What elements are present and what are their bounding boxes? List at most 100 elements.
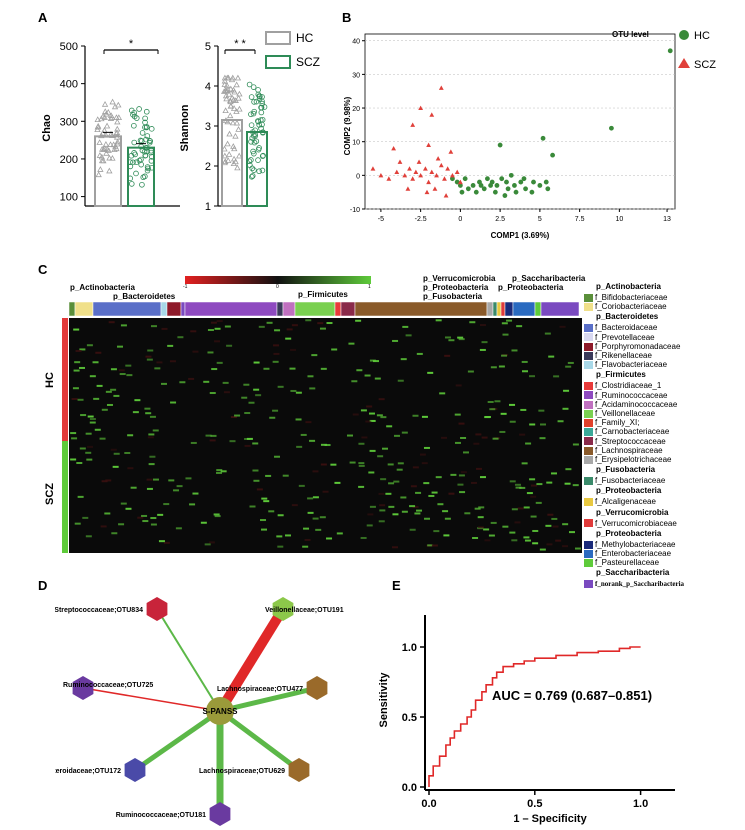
heatmap-cell [369, 449, 376, 452]
heatmap-cell [351, 380, 358, 383]
heatmap-cell [551, 472, 558, 475]
heatmap-cell [71, 437, 78, 440]
chao-point-scz [127, 175, 134, 182]
heatmap-cell [210, 321, 217, 324]
heatmap-cell [312, 517, 319, 520]
heatmap-cell [305, 421, 312, 424]
heatmap-cell [412, 466, 419, 469]
heatmap-cell [374, 377, 381, 380]
legend-family-swatch [584, 333, 593, 342]
phylum-colour-block [160, 301, 168, 317]
heatmap-cell [168, 479, 175, 482]
heatmap-cell [442, 510, 449, 513]
heatmap-cell [89, 375, 96, 378]
heatmap-cell [320, 367, 327, 370]
phylum-label-proteobacteria-2: p_Proteobacteria [498, 283, 564, 292]
phylum-colour-block [68, 301, 76, 317]
group-label-hc: HC [52, 365, 53, 381]
legend-family-item: f_Ruminococcaceae [584, 391, 667, 401]
heatmap-cell [401, 510, 408, 513]
heatmap-cell [494, 400, 501, 403]
heatmap-cell [393, 480, 400, 483]
heatmap-cell [86, 344, 93, 347]
scatter-point-hc [454, 179, 460, 185]
shannon-sig: * * [234, 38, 246, 50]
panel-label-a: A [38, 10, 48, 25]
heatmap-cell [120, 502, 127, 505]
heatmap-cell [441, 436, 448, 439]
legend-family-item: f_Rikenellaceae [584, 351, 652, 361]
legend-family-label: f_Bacteroidaceae [595, 323, 658, 333]
heatmap-cell [211, 368, 218, 371]
shannon-point-scz [248, 157, 254, 163]
shannon-point-hc [234, 164, 241, 171]
heatmap-cell [73, 328, 80, 331]
heatmap-cell [99, 437, 106, 440]
heatmap-cell [241, 396, 248, 399]
heatmap-cell [472, 537, 479, 540]
heatmap-cell [163, 503, 170, 506]
heatmap-cell [400, 358, 407, 361]
shannon-point-scz [251, 150, 257, 157]
heatmap-cell [205, 434, 212, 437]
heatmap-cell [522, 370, 529, 373]
heatmap-cell [320, 443, 327, 446]
scatter-point-hc [518, 179, 524, 185]
heatmap-cell [85, 451, 92, 454]
scatter-ytick-label: 20 [352, 106, 360, 113]
heatmap-cell [520, 408, 527, 411]
scatter-point-hc [465, 186, 471, 192]
heatmap-cell [421, 462, 428, 465]
group-label-scz: SCZ [44, 483, 56, 505]
scatter-point-hc [504, 179, 509, 185]
chao-point-hc [106, 154, 113, 161]
heatmap-cell [307, 375, 314, 378]
heatmap-cell [474, 507, 481, 510]
scatter-point-scz [418, 172, 424, 178]
group-bar-hc [62, 318, 68, 461]
heatmap-cell [249, 505, 256, 508]
heatmap-cell [544, 332, 551, 335]
heatmap-cell [261, 528, 268, 531]
legend-family-swatch [584, 437, 593, 446]
heatmap-cell [515, 486, 522, 489]
panel-label-b: B [342, 10, 352, 25]
heatmap-cell [291, 504, 298, 507]
heatmap-cell [113, 394, 120, 397]
heatmap-cell [274, 455, 281, 458]
chao-point-hc [108, 132, 116, 138]
legend-family-label: f_Acidaminococcaceae [595, 399, 678, 409]
heatmap-cell [169, 360, 176, 363]
heatmap-cell [312, 496, 319, 499]
legend-family-item: f_Acidaminococcaceae [584, 400, 677, 410]
scatter-point-scz [397, 159, 403, 164]
heatmap-cell [459, 491, 466, 494]
heatmap-cell [525, 442, 532, 445]
heatmap-cell [190, 441, 197, 444]
heatmap-cell [124, 451, 131, 454]
chao-point-scz [142, 152, 149, 159]
shannon-point-scz [251, 167, 257, 173]
shannon-point-scz [256, 145, 262, 151]
heatmap-cell [557, 420, 564, 423]
chao-tick-label: 300 [60, 116, 78, 128]
legend-family-swatch [584, 446, 593, 455]
heatmap-cell [119, 373, 126, 376]
scatter-point-hc [550, 152, 555, 158]
center-node-label: S-PANSS [203, 707, 239, 716]
heatmap-cell [519, 433, 526, 436]
chao-point-scz [127, 159, 133, 165]
heatmap-cell [110, 368, 117, 371]
heatmap-cell [529, 375, 536, 378]
chao-point-scz [139, 147, 146, 154]
heatmap-cell [200, 521, 207, 524]
roc-curve [428, 646, 641, 787]
heatmap-cell [71, 398, 78, 401]
chao-point-hc [103, 110, 110, 117]
heatmap-cell [358, 485, 365, 488]
chao-point-scz [148, 158, 155, 164]
heatmap-cell [175, 527, 182, 530]
shannon-tick-label: 5 [205, 41, 211, 53]
heatmap-cell [500, 412, 507, 415]
heatmap-cell [77, 398, 84, 401]
